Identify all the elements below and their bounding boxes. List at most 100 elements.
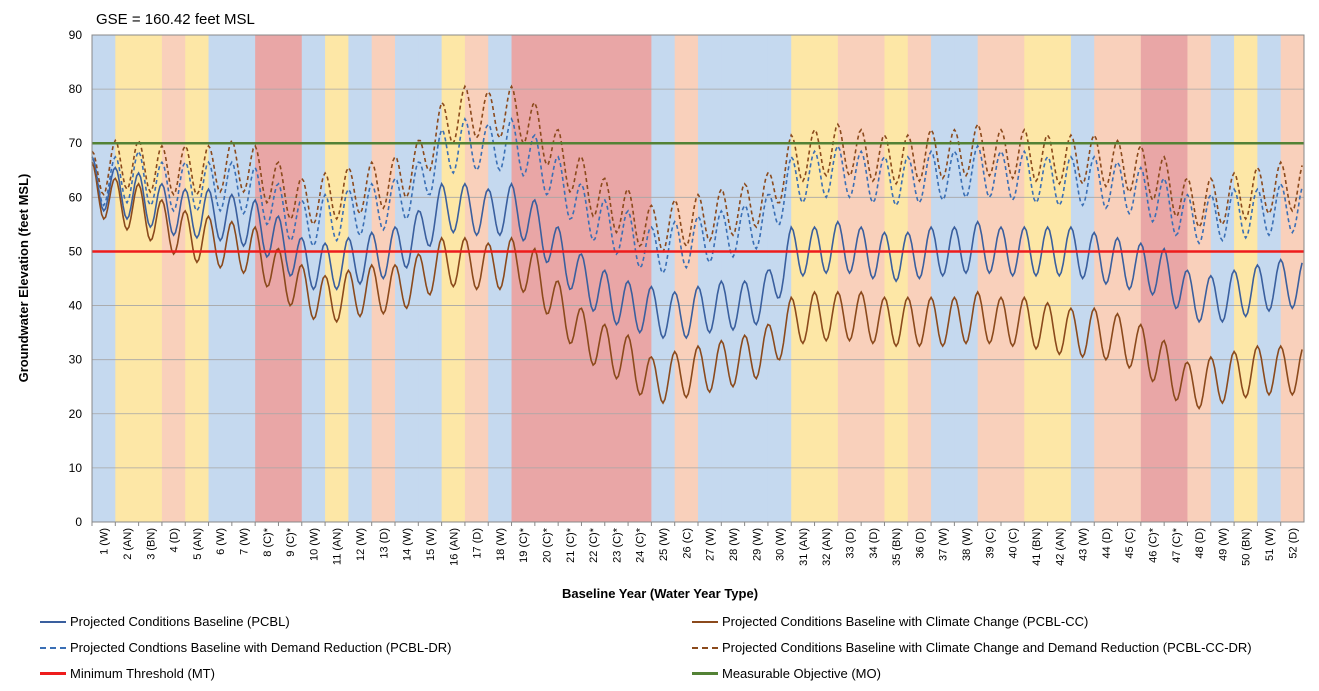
series-line (91, 117, 1303, 275)
x-tick-label: 1 (W) (99, 528, 111, 555)
x-tick-label: 52 (D) (1287, 528, 1299, 559)
x-tick-label: 35 (BN) (891, 528, 903, 566)
x-tick-label: 15 (W) (425, 528, 437, 561)
x-tick-label: 47 (C)* (1171, 527, 1183, 563)
x-tick-label: 25 (W) (658, 528, 670, 561)
year-band (161, 35, 186, 522)
year-band (651, 35, 676, 522)
series-lines (91, 84, 1304, 410)
year-band (1140, 35, 1165, 522)
x-tick-label: 41 (BN) (1031, 528, 1043, 566)
year-band (1164, 35, 1188, 522)
year-band (604, 35, 629, 522)
year-band (767, 35, 792, 522)
x-tick-label: 34 (D) (868, 528, 880, 559)
year-band (488, 35, 513, 522)
legend-swatch (692, 620, 718, 623)
x-tick-label: 46 (C)* (1148, 527, 1160, 563)
x-tick-label: 29 (W) (751, 528, 763, 561)
legend-item: Projected Conditions Baseline (PCBL) (40, 614, 290, 629)
x-tick-label: 43 (W) (1078, 528, 1090, 561)
x-tick-label: 3 (BN) (145, 528, 157, 560)
legend-label: Projected Condtions Baseline with Demand… (70, 640, 452, 655)
year-band (1187, 35, 1212, 522)
year-band (255, 35, 279, 522)
legend-label: Projected Conditions Baseline (PCBL) (70, 614, 290, 629)
year-band (884, 35, 909, 522)
x-tick-label: 30 (W) (775, 528, 787, 561)
legend-item: Projected Conditions Baseline with Clima… (692, 614, 1088, 629)
x-tick-label: 42 (AN) (1054, 528, 1066, 566)
year-band (558, 35, 582, 522)
legend-swatch (40, 646, 66, 649)
x-tick-label: 7 (W) (239, 528, 251, 555)
year-band (348, 35, 373, 522)
legend-item: Minimum Threshold (MT) (40, 666, 215, 681)
x-tick-label: 37 (W) (938, 528, 950, 561)
x-tick-label: 26 (C) (681, 528, 693, 559)
legend-label: Projected Conditions Baseline with Clima… (722, 640, 1252, 655)
year-band (138, 35, 163, 522)
year-band (1047, 35, 1072, 522)
x-tick-label: 44 (D) (1101, 528, 1113, 559)
year-band (721, 35, 746, 522)
x-tick-labels: 1 (W) 2 (AN) 3 (BN) 4 (D) 5 (AN) 6 (W) 7 (W) 8 … (91, 522, 1299, 566)
year-band (278, 35, 303, 522)
x-tick-label: 48 (D) (1194, 528, 1206, 559)
series-line (91, 156, 1303, 340)
legend-swatch (692, 646, 718, 649)
x-tick-label: 24 (C)* (635, 527, 647, 563)
y-tick-labels: 0 10 20 30 40 50 60 70 80 90 (69, 28, 83, 529)
legend-item: Measurable Objective (MO) (692, 666, 881, 681)
y-tick-label: 50 (69, 244, 83, 258)
year-band (1210, 35, 1235, 522)
year-band (698, 35, 722, 522)
year-band (1234, 35, 1258, 522)
year-band (931, 35, 955, 522)
year-band (1094, 35, 1119, 522)
x-tick-label: 6 (W) (215, 528, 227, 555)
x-axis-label: Baseline Year (Water Year Type) (562, 586, 758, 601)
y-tick-label: 10 (69, 461, 83, 475)
x-tick-label: 40 (C) (1008, 528, 1020, 559)
x-tick-label: 50 (BN) (1241, 528, 1253, 566)
x-tick-label: 27 (W) (705, 528, 717, 561)
x-tick-label: 12 (W) (355, 528, 367, 561)
x-tick-label: 32 (AN) (821, 528, 833, 566)
x-tick-label: 49 (W) (1217, 528, 1229, 561)
y-tick-label: 30 (69, 353, 83, 367)
legend-label: Minimum Threshold (MT) (70, 666, 215, 681)
year-band (791, 35, 816, 522)
x-tick-label: 2 (AN) (122, 528, 134, 560)
x-tick-label: 13 (D) (378, 528, 390, 559)
y-tick-label: 80 (69, 82, 83, 96)
y-tick-label: 60 (69, 190, 83, 204)
x-tick-label: 36 (D) (914, 528, 926, 559)
year-band (628, 35, 652, 522)
y-tick-label: 0 (75, 515, 82, 529)
y-axis-label: Groundwater Elevation (feet MSL) (16, 174, 31, 383)
x-tick-label: 51 (W) (1264, 528, 1276, 561)
legend-item: Projected Condtions Baseline with Demand… (40, 640, 452, 655)
legend-swatch (40, 672, 66, 675)
legend-swatch (692, 672, 718, 675)
year-band (464, 35, 489, 522)
x-tick-label: 11 (AN) (332, 528, 344, 565)
year-band (395, 35, 419, 522)
legend-item: Projected Conditions Baseline with Clima… (692, 640, 1252, 655)
x-tick-label: 20 (C)* (542, 527, 554, 563)
year-band (231, 35, 256, 522)
year-band (954, 35, 979, 522)
y-tick-label: 90 (69, 28, 83, 42)
y-tick-label: 40 (69, 299, 83, 313)
x-tick-label: 8 (C)* (262, 527, 274, 556)
x-tick-label: 10 (W) (308, 528, 320, 561)
year-band (325, 35, 349, 522)
x-tick-label: 14 (W) (402, 528, 414, 561)
x-tick-label: 5 (AN) (192, 528, 204, 560)
year-band (1257, 35, 1282, 522)
year-band (92, 35, 116, 522)
x-tick-label: 9 (C)* (285, 527, 297, 556)
year-band (744, 35, 769, 522)
